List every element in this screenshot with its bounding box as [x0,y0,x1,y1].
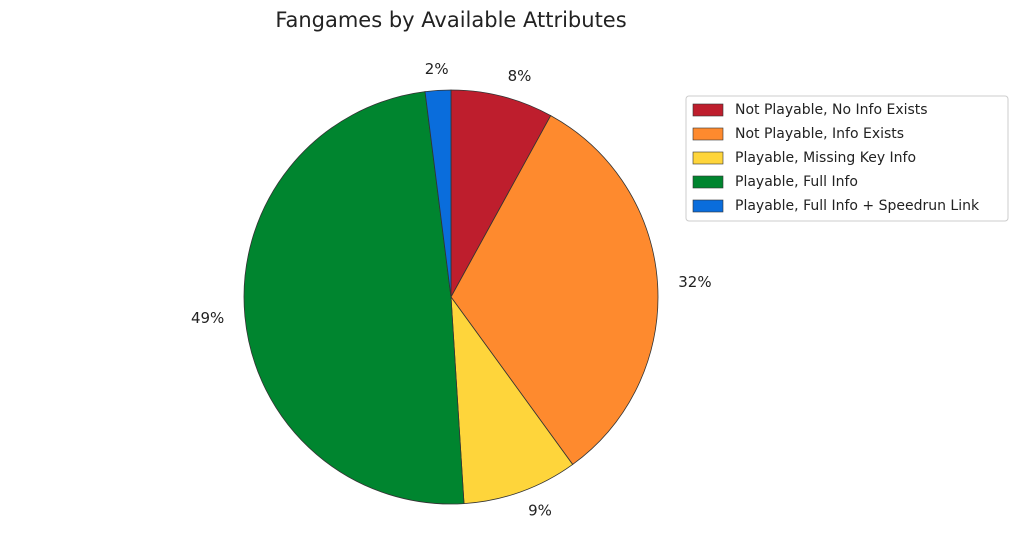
slice-label: 32% [678,273,711,291]
legend-swatch [692,175,724,189]
legend-swatch [692,103,724,117]
pie-slice [243,91,465,505]
legend-label: Playable, Full Info [735,174,858,190]
legend-label: Not Playable, Info Exists [735,126,904,142]
pie-slice [450,295,574,505]
pie-slice [424,89,452,298]
legend-swatch [692,127,724,141]
legend-label: Not Playable, No Info Exists [735,102,928,118]
chart-title: Fangames by Available Attributes [275,8,626,32]
slice-label: 8% [508,67,532,85]
legend-label: Playable, Full Info + Speedrun Link [735,198,980,214]
slice-label: 49% [191,309,224,327]
pie-slice [450,115,659,466]
pie-slice [450,89,552,298]
legend-swatch [692,151,724,165]
slice-label: 9% [528,502,552,520]
legend-box [685,95,1009,222]
legend-label: Playable, Missing Key Info [735,150,916,166]
slice-label: 2% [425,60,449,78]
legend-swatch [692,199,724,213]
